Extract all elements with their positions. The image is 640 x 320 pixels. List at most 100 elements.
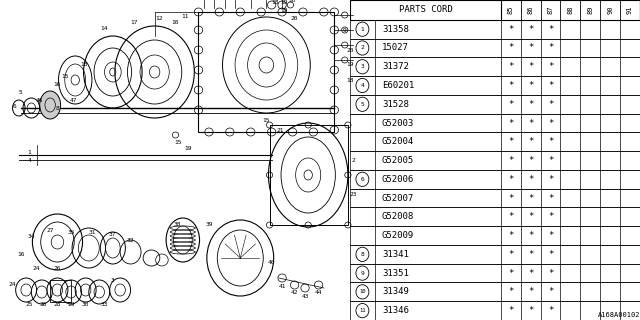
Text: 27: 27 [46, 228, 54, 233]
Bar [350, 207, 640, 226]
Text: 25: 25 [26, 302, 33, 308]
Text: *: * [508, 175, 513, 184]
Text: 13: 13 [80, 61, 87, 67]
Text: 37: 37 [109, 233, 116, 237]
Text: G52003: G52003 [382, 118, 414, 127]
Text: 1: 1 [28, 149, 31, 155]
Text: *: * [548, 44, 553, 52]
Text: G52008: G52008 [382, 212, 414, 221]
Text: 10: 10 [359, 289, 365, 294]
Text: 15027: 15027 [382, 44, 409, 52]
Text: 18: 18 [271, 0, 278, 4]
Text: 44: 44 [315, 291, 323, 295]
Bar [350, 151, 640, 170]
Text: 6: 6 [360, 177, 364, 182]
Text: *: * [508, 212, 513, 221]
Text: 12: 12 [155, 15, 163, 20]
Text: 31528: 31528 [382, 100, 409, 109]
Text: *: * [528, 44, 533, 52]
Text: 21: 21 [276, 127, 284, 132]
Text: 31346: 31346 [382, 306, 409, 315]
Text: *: * [548, 137, 553, 146]
Text: *: * [508, 194, 513, 203]
Text: 19: 19 [346, 62, 354, 68]
Text: *: * [548, 118, 553, 127]
Text: 24: 24 [9, 283, 16, 287]
Text: 86: 86 [527, 6, 534, 14]
Text: *: * [548, 250, 553, 259]
Text: 31349: 31349 [382, 287, 409, 296]
Bar [350, 132, 640, 151]
Text: *: * [528, 287, 533, 296]
Text: 3: 3 [360, 64, 364, 69]
Text: 20: 20 [291, 15, 298, 20]
Text: *: * [528, 194, 533, 203]
Text: *: * [528, 268, 533, 277]
Text: 17: 17 [130, 20, 138, 25]
Text: *: * [548, 62, 553, 71]
Text: *: * [508, 137, 513, 146]
Text: 9: 9 [360, 271, 364, 276]
Text: 11: 11 [359, 308, 365, 313]
Text: 23: 23 [349, 193, 357, 197]
Text: *: * [508, 44, 513, 52]
Text: *: * [508, 156, 513, 165]
Text: 16: 16 [54, 83, 61, 87]
Bar [350, 189, 640, 207]
Text: *: * [508, 118, 513, 127]
Text: *: * [548, 156, 553, 165]
Text: 35: 35 [67, 229, 75, 235]
Text: 15: 15 [262, 117, 270, 123]
Text: 88: 88 [568, 6, 573, 14]
Text: 31341: 31341 [382, 250, 409, 259]
Text: *: * [508, 25, 513, 34]
Bar [50, 280, 71, 302]
Text: 46: 46 [36, 98, 44, 102]
Text: 2: 2 [360, 45, 364, 51]
Text: *: * [528, 100, 533, 109]
Text: *: * [508, 100, 513, 109]
Text: *: * [548, 25, 553, 34]
Text: *: * [548, 194, 553, 203]
Text: *: * [528, 118, 533, 127]
Text: 15: 15 [61, 75, 68, 79]
Text: G52004: G52004 [382, 137, 414, 146]
Text: 2: 2 [351, 157, 355, 163]
Text: *: * [528, 250, 533, 259]
Text: *: * [508, 250, 513, 259]
Text: *: * [508, 62, 513, 71]
Text: *: * [508, 287, 513, 296]
Text: *: * [528, 212, 533, 221]
Bar [269, 125, 348, 225]
Text: 36: 36 [40, 302, 47, 308]
Text: 31372: 31372 [382, 62, 409, 71]
Text: *: * [548, 287, 553, 296]
Text: 4: 4 [28, 157, 31, 163]
Text: *: * [528, 25, 533, 34]
Text: 26: 26 [54, 266, 61, 270]
Text: *: * [548, 100, 553, 109]
Text: 43: 43 [301, 293, 309, 299]
Bar [350, 0, 640, 20]
Ellipse shape [40, 91, 61, 119]
Text: *: * [508, 306, 513, 315]
Bar [350, 39, 640, 57]
Text: *: * [528, 156, 533, 165]
Text: 42: 42 [291, 291, 298, 295]
Text: 19: 19 [280, 0, 288, 4]
Text: 29: 29 [67, 302, 75, 308]
Text: G52005: G52005 [382, 156, 414, 165]
Text: *: * [528, 175, 533, 184]
Text: *: * [528, 81, 533, 90]
Bar [350, 283, 640, 301]
Text: PARTS CORD: PARTS CORD [399, 5, 452, 14]
Text: 19: 19 [184, 146, 192, 150]
Bar [350, 20, 640, 39]
Bar [350, 170, 640, 189]
Text: 24: 24 [33, 266, 40, 270]
Bar [350, 264, 640, 283]
Text: 40: 40 [268, 260, 275, 265]
Text: E60201: E60201 [382, 81, 414, 90]
Text: 31358: 31358 [382, 25, 409, 34]
Text: 41: 41 [278, 284, 286, 289]
